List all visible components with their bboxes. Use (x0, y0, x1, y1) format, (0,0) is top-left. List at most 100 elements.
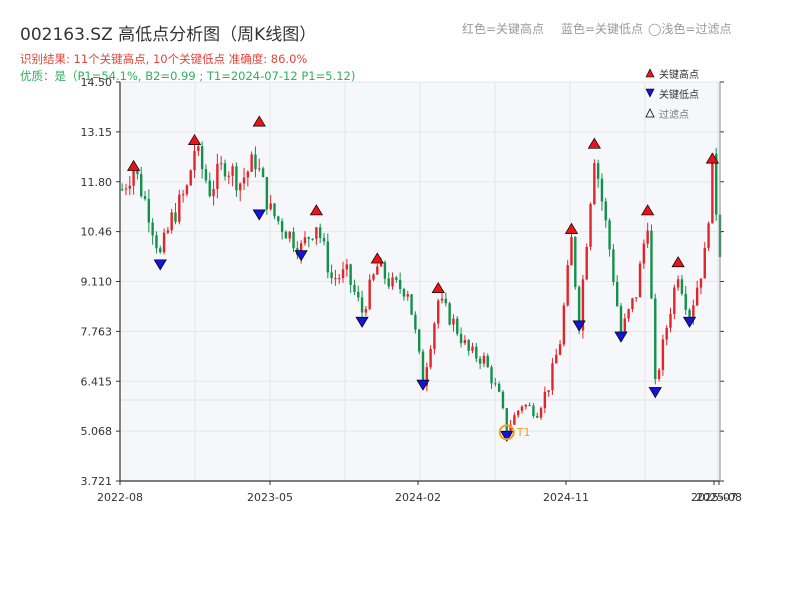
y-tick-label: 9.110 (81, 276, 113, 289)
candle-body (330, 272, 333, 279)
candle-body (654, 298, 657, 380)
candle-body (505, 408, 508, 433)
candle-body (593, 163, 596, 204)
candle-body (600, 178, 604, 202)
key-high-marker (126, 159, 141, 171)
candle-body (345, 264, 349, 270)
candle-body (311, 238, 314, 240)
y-tick-label: 13.15 (81, 126, 113, 139)
candle-body (132, 169, 135, 186)
blue-down-triangle-icon (645, 88, 659, 101)
candle-body (635, 297, 638, 299)
candle-body (338, 278, 341, 280)
candle-body (193, 151, 196, 171)
candle-body (448, 303, 451, 325)
candle-body (562, 305, 566, 345)
candle-body (551, 363, 554, 391)
candle-body (414, 314, 417, 330)
legend-label-key-high: 关键高点 (659, 70, 699, 81)
candle-body (558, 344, 562, 355)
y-tick-label: 14.50 (81, 76, 113, 89)
candle-body (235, 166, 238, 191)
candle-body (452, 318, 455, 325)
candle-body (162, 232, 166, 253)
key-low-marker (416, 379, 430, 391)
candle-body (494, 383, 497, 385)
candle-body (239, 183, 242, 191)
hint-low: 蓝色=关键低点 (561, 22, 644, 36)
candle-body (140, 174, 143, 197)
candle-body (364, 308, 368, 313)
candle-body (471, 346, 474, 351)
candle-body (688, 309, 691, 320)
y-tick-label: 3.721 (81, 475, 113, 488)
candle-body (699, 278, 703, 288)
candle-body (673, 287, 676, 314)
candle-body (478, 358, 482, 364)
candle-body (269, 203, 272, 210)
candle-body (398, 279, 402, 290)
candle-body (528, 405, 531, 407)
candle-body (680, 279, 684, 294)
key-high-marker (564, 222, 579, 234)
candle-body (387, 278, 390, 287)
candle-body (513, 415, 516, 425)
candle-body (250, 154, 253, 172)
candle-body (536, 415, 539, 418)
candle-body (714, 153, 718, 215)
candle-body (197, 146, 200, 152)
t1-label: T1 (516, 426, 531, 439)
red-up-triangle-icon (645, 68, 659, 81)
key-low-marker (648, 387, 662, 399)
candle-body (258, 168, 261, 170)
candle-body (417, 329, 421, 352)
candle-body (684, 293, 687, 310)
key-low-marker (355, 316, 369, 328)
candle-body (277, 216, 280, 222)
y-tick-label: 7.763 (81, 325, 113, 338)
y-tick-label: 11.80 (81, 176, 113, 189)
key-low-marker (682, 316, 697, 328)
candle-body (459, 333, 463, 344)
candle-body (280, 221, 284, 232)
candle-body (219, 163, 223, 165)
x-tick-label: 2024-02 (395, 491, 441, 504)
key-high-marker (705, 152, 720, 164)
candle-body (501, 391, 505, 409)
candle-body (524, 405, 528, 407)
candle-body (360, 297, 364, 313)
candle-body (174, 212, 177, 222)
candle-body (159, 248, 162, 253)
candle-body (200, 146, 204, 170)
t1-circle (498, 424, 515, 441)
candle-body (589, 203, 592, 247)
candle-body (669, 313, 672, 328)
candle-body (627, 309, 630, 319)
key-high-marker (370, 252, 384, 264)
hint-filtered: ◯浅色=过滤点 (648, 22, 732, 36)
candle-body (703, 247, 706, 279)
candle-body (532, 405, 535, 416)
candle-body (406, 294, 409, 297)
candle-body (288, 231, 291, 239)
candle-body (437, 300, 440, 324)
candle-body (623, 318, 627, 334)
candle-body (265, 177, 269, 210)
candle-body (303, 237, 307, 244)
candle-body (185, 185, 189, 195)
key-high-marker (187, 133, 202, 145)
candle-body (615, 281, 619, 307)
candle-body (482, 355, 486, 364)
candle-body (322, 237, 326, 242)
candle-body (334, 278, 337, 280)
candle-body (547, 390, 550, 392)
candle-body (147, 198, 151, 223)
x-tick-label: 2022-08 (97, 491, 143, 504)
key-high-marker (431, 282, 445, 294)
candle-body (273, 203, 276, 217)
candle-body (223, 163, 227, 177)
candle-body (581, 279, 585, 331)
candle-body (189, 170, 192, 186)
candle-body (376, 266, 379, 275)
